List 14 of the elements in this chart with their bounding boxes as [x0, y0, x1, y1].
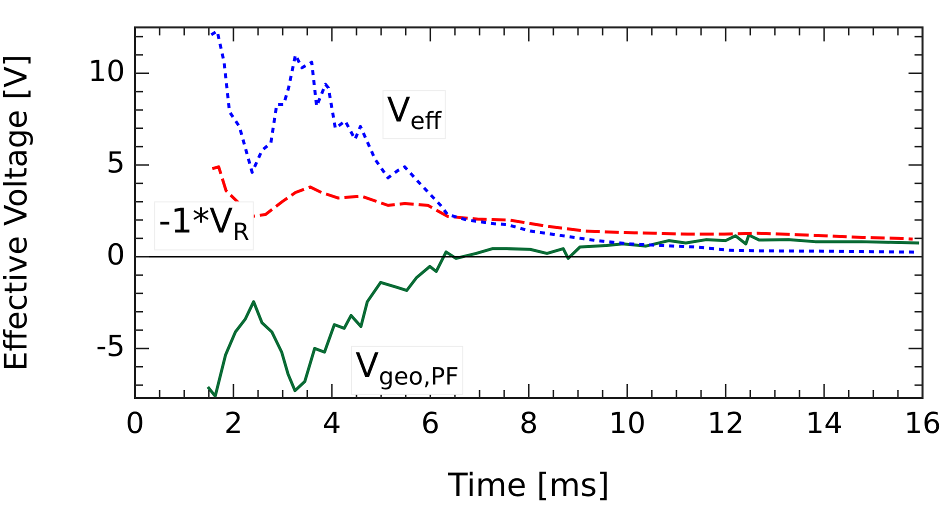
x-tick-label: 2 [224, 406, 243, 440]
x-tick-label: 8 [520, 406, 538, 440]
x-tick-label: 10 [608, 406, 646, 440]
x-axis-title: Time [ms] [447, 466, 610, 504]
x-tick-label: 12 [707, 406, 744, 440]
y-axis-title: Effective Voltage [V] [0, 54, 35, 372]
y-tick-label: 0 [106, 237, 125, 272]
x-tick-label: 4 [322, 406, 342, 440]
x-tick-label: 16 [904, 406, 941, 440]
y-tick-label: -5 [96, 328, 125, 363]
x-tick-label: 14 [806, 406, 843, 440]
y-tick-label: 10 [88, 54, 125, 88]
y-tick-label: 5 [106, 146, 125, 180]
x-tick-label: 6 [421, 406, 440, 440]
